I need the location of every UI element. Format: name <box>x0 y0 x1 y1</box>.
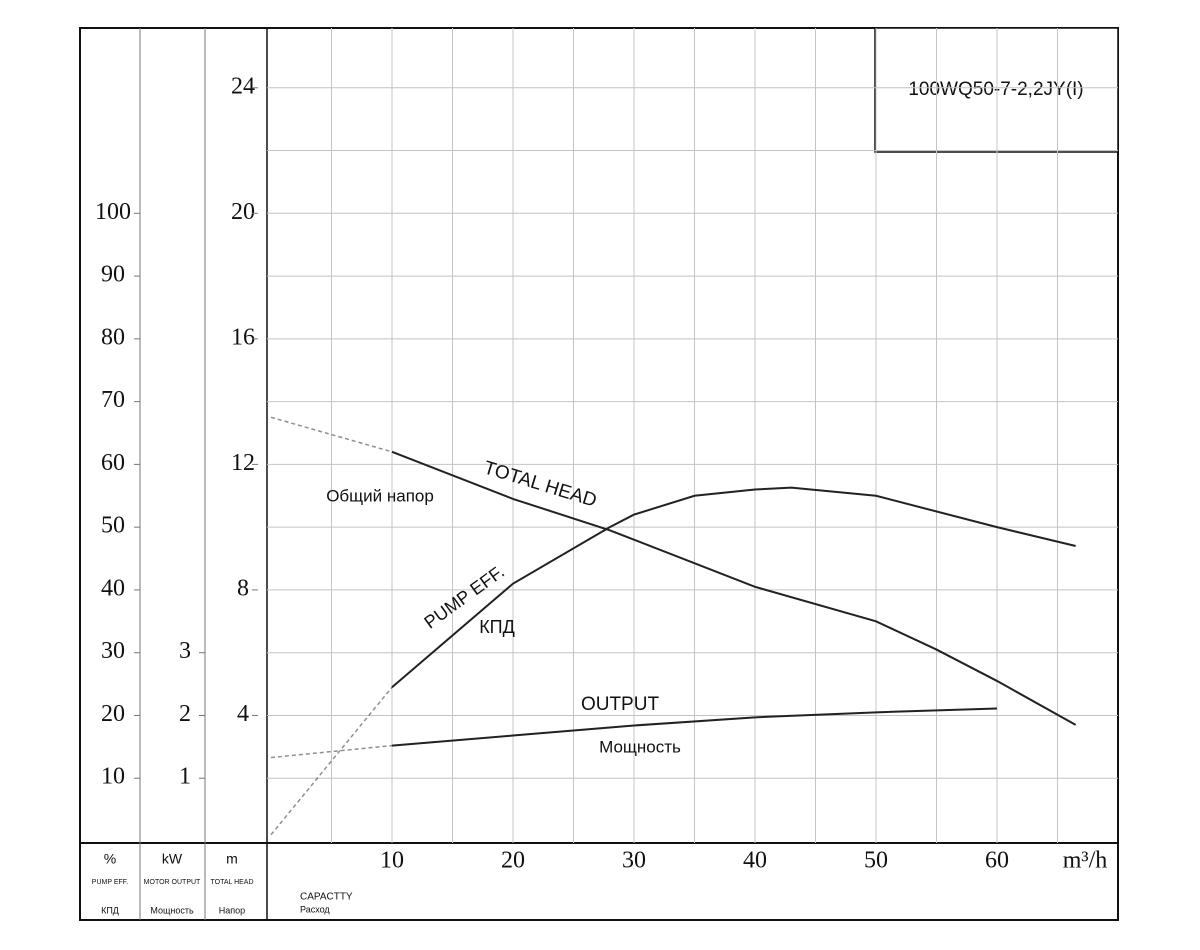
x-tick-label: 60 <box>985 848 1009 874</box>
y-tick-label: 16 <box>231 324 255 350</box>
series-label-ru: Общий напор <box>326 486 434 505</box>
y-unit: m <box>226 851 238 867</box>
y-tick-label: 30 <box>101 638 125 664</box>
series-label-ru: Мощность <box>599 737 681 756</box>
y-tick-label: 100 <box>95 199 131 225</box>
series-label: OUTPUT <box>581 694 660 715</box>
series-line-extrapolated <box>270 744 393 759</box>
series-label: TOTAL HEAD <box>481 457 599 511</box>
y2-unit: % <box>104 851 116 867</box>
y-tick-label: 60 <box>101 450 125 476</box>
x-tick-label: 40 <box>743 848 767 874</box>
series-line <box>391 486 1076 688</box>
x-tick-label: 20 <box>501 848 525 874</box>
y-tick-label: 50 <box>101 513 125 539</box>
y2-label-ru: КПД <box>101 905 119 915</box>
x-tick-label: 50 <box>864 848 888 874</box>
x-unit: m³/h <box>1063 848 1108 874</box>
series-line <box>391 707 998 747</box>
y-tick-label: 10 <box>101 764 125 790</box>
y3-label: MOTOR OUTPUT <box>144 879 201 886</box>
series-label-ru: КПД <box>479 617 515 637</box>
y-label-ru: Напор <box>219 905 245 915</box>
x-label: CAPACTTY <box>300 892 353 903</box>
y-tick-label: 12 <box>231 450 255 476</box>
x-label-ru: Расход <box>300 904 330 914</box>
y-tick-label: 20 <box>231 199 255 225</box>
y-tick-label: 8 <box>237 575 249 601</box>
y-tick-label: 2 <box>179 701 191 727</box>
series-line-extrapolated <box>270 686 393 836</box>
y-tick-label: 4 <box>237 701 249 727</box>
y-tick-label: 90 <box>101 262 125 288</box>
y-tick-label: 3 <box>179 638 191 664</box>
x-tick-label: 10 <box>380 848 404 874</box>
series-line <box>391 450 1077 726</box>
y-tick-label: 40 <box>101 575 125 601</box>
frame <box>79 27 1119 921</box>
grid <box>267 28 1118 843</box>
y-label: TOTAL HEAD <box>210 879 253 886</box>
y-tick-label: 20 <box>101 701 125 727</box>
y-tick-label: 1 <box>179 764 191 790</box>
y-tick-label: 80 <box>101 324 125 350</box>
y2-label: PUMP EFF. <box>92 879 128 886</box>
y3-unit: kW <box>162 851 183 867</box>
chart-title: 100WQ50-7-2,2JY(I) <box>908 79 1083 100</box>
x-tick-label: 30 <box>622 848 646 874</box>
y-tick-label: 70 <box>101 387 125 413</box>
y3-label-ru: Мощность <box>150 905 194 915</box>
y-tick-label: 24 <box>231 73 255 99</box>
